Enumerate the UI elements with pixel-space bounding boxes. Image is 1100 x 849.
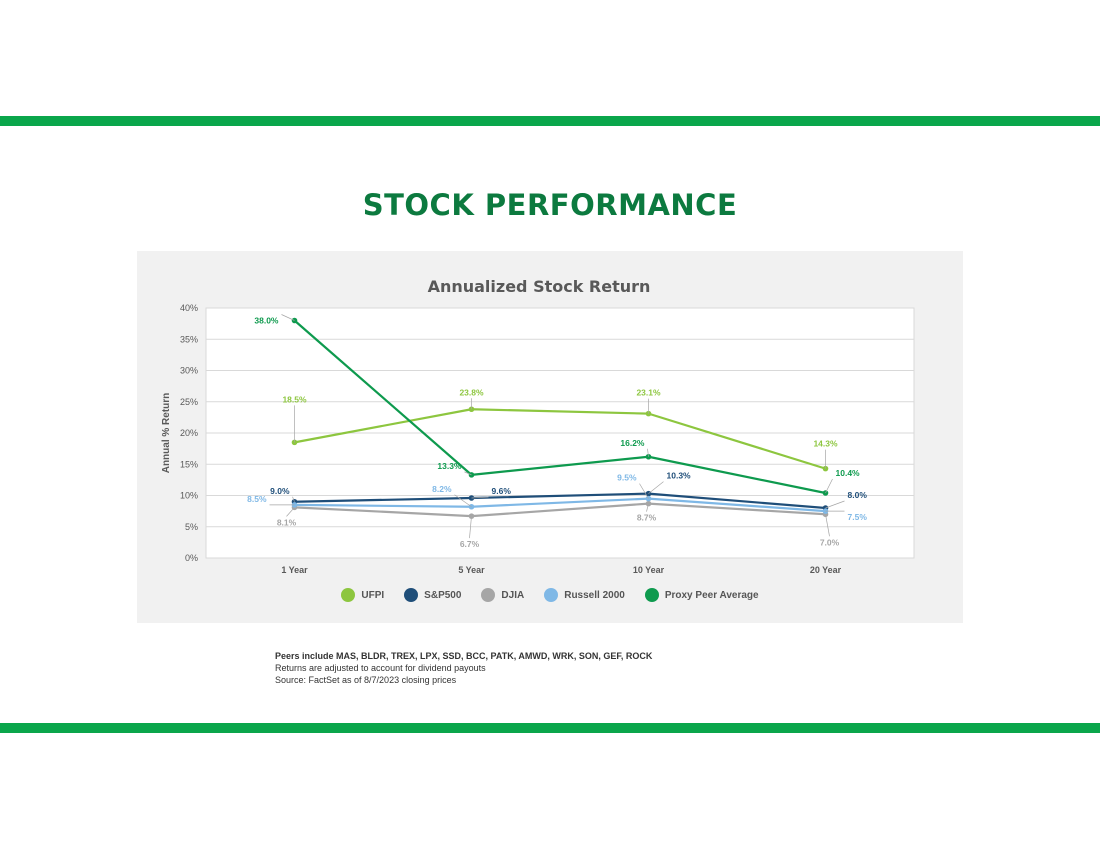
- x-tick-label: 10 Year: [633, 565, 665, 575]
- data-label: 9.6%: [492, 486, 512, 496]
- data-label: 8.1%: [277, 517, 297, 527]
- top-accent-rule: [0, 116, 1100, 126]
- label-leader-line: [648, 481, 664, 494]
- footnotes: Peers include MAS, BLDR, TREX, LPX, SSD,…: [275, 650, 652, 686]
- bottom-accent-rule: [0, 723, 1100, 733]
- data-label: 9.5%: [617, 473, 637, 483]
- data-label: 10.4%: [836, 468, 861, 478]
- legend-item: DJIA: [481, 588, 524, 602]
- legend-swatch: [544, 588, 559, 602]
- label-leader-line: [464, 471, 472, 476]
- legend-item: S&P500: [404, 588, 461, 602]
- legend-label: Russell 2000: [564, 589, 625, 601]
- legend-item: UFPI: [341, 588, 384, 602]
- data-label: 9.0%: [270, 486, 290, 496]
- label-leader-line: [454, 494, 472, 508]
- data-label: 13.3%: [437, 461, 462, 471]
- legend-label: Proxy Peer Average: [664, 589, 759, 601]
- y-tick-label: 20%: [180, 428, 198, 438]
- legend-item: Russell 2000: [544, 588, 625, 602]
- data-label: 14.3%: [813, 439, 838, 449]
- chart-legend: UFPI S&P500 DJIA Russell 2000 Proxy Peer Ave…: [137, 588, 963, 602]
- label-leader-line: [469, 516, 472, 539]
- y-tick-label: 5%: [185, 522, 198, 532]
- series-line-s-p500: [294, 492, 826, 510]
- data-label: 8.5%: [247, 494, 267, 504]
- series-line-russell-2000: [294, 497, 826, 513]
- data-label: 10.3%: [667, 471, 692, 481]
- x-tick-label: 1 Year: [281, 565, 308, 575]
- data-label: 6.7%: [460, 539, 480, 549]
- series-line-ufpi: [294, 408, 826, 470]
- data-label: 38.0%: [254, 316, 279, 326]
- footnote-source: Source: FactSet as of 8/7/2023 closing p…: [275, 675, 457, 685]
- legend-label: UFPI: [361, 589, 385, 601]
- y-tick-label: 25%: [180, 397, 198, 407]
- data-label: 16.2%: [620, 438, 645, 448]
- legend-swatch: [341, 588, 356, 602]
- data-label: 8.0%: [848, 490, 868, 500]
- label-leader-line: [647, 448, 649, 457]
- label-leader-line: [639, 483, 649, 499]
- x-tick-label: 5 Year: [458, 565, 485, 575]
- legend-label: S&P500: [424, 589, 462, 601]
- label-leader-line: [281, 314, 295, 321]
- chart-panel: Annualized Stock Return 0% 5% 10% 15% 20% 25% 3…: [137, 251, 963, 623]
- page-title: STOCK PERFORMANCE: [362, 188, 738, 222]
- y-tick-label: 0%: [185, 553, 198, 563]
- data-label: 7.0%: [820, 537, 840, 547]
- legend-swatch: [481, 588, 496, 602]
- legend-swatch: [644, 588, 659, 602]
- y-tick-label: 15%: [180, 459, 198, 469]
- legend-swatch: [404, 588, 419, 602]
- y-tick-label: 35%: [180, 334, 198, 344]
- label-leader-line: [825, 500, 845, 509]
- data-label: 7.5%: [848, 512, 868, 522]
- data-label: 8.2%: [432, 484, 452, 494]
- label-leader-line: [825, 478, 833, 494]
- data-label: 23.8%: [459, 387, 484, 397]
- y-axis-label: Annual % Return: [161, 393, 172, 474]
- footnote-peers: Peers include MAS, BLDR, TREX, LPX, SSD,…: [275, 651, 653, 661]
- data-label: 18.5%: [282, 394, 307, 404]
- series-line-proxy-peer-average: [293, 319, 826, 495]
- x-tick-label: 20 Year: [810, 565, 842, 575]
- label-leader-line: [825, 514, 830, 537]
- line-chart: Annualized Stock Return 0% 5% 10% 15% 20% 25% 3…: [161, 277, 915, 575]
- legend-item: Proxy Peer Average: [644, 588, 759, 602]
- data-label: 8.7%: [637, 513, 657, 523]
- label-leader-line: [292, 496, 295, 502]
- y-tick-label: 30%: [180, 366, 198, 376]
- y-tick-label: 40%: [180, 303, 198, 313]
- y-tick-label: 10%: [180, 491, 198, 501]
- label-leader-line: [646, 503, 649, 512]
- label-leader-line: [286, 507, 295, 517]
- data-label: 23.1%: [636, 388, 661, 398]
- series-line-djia: [294, 502, 826, 518]
- label-leader-line: [471, 496, 489, 499]
- footnote-dividends: Returns are adjusted to account for divi…: [275, 663, 486, 673]
- chart-title: Annualized Stock Return: [428, 277, 651, 296]
- legend-label: DJIA: [501, 589, 525, 601]
